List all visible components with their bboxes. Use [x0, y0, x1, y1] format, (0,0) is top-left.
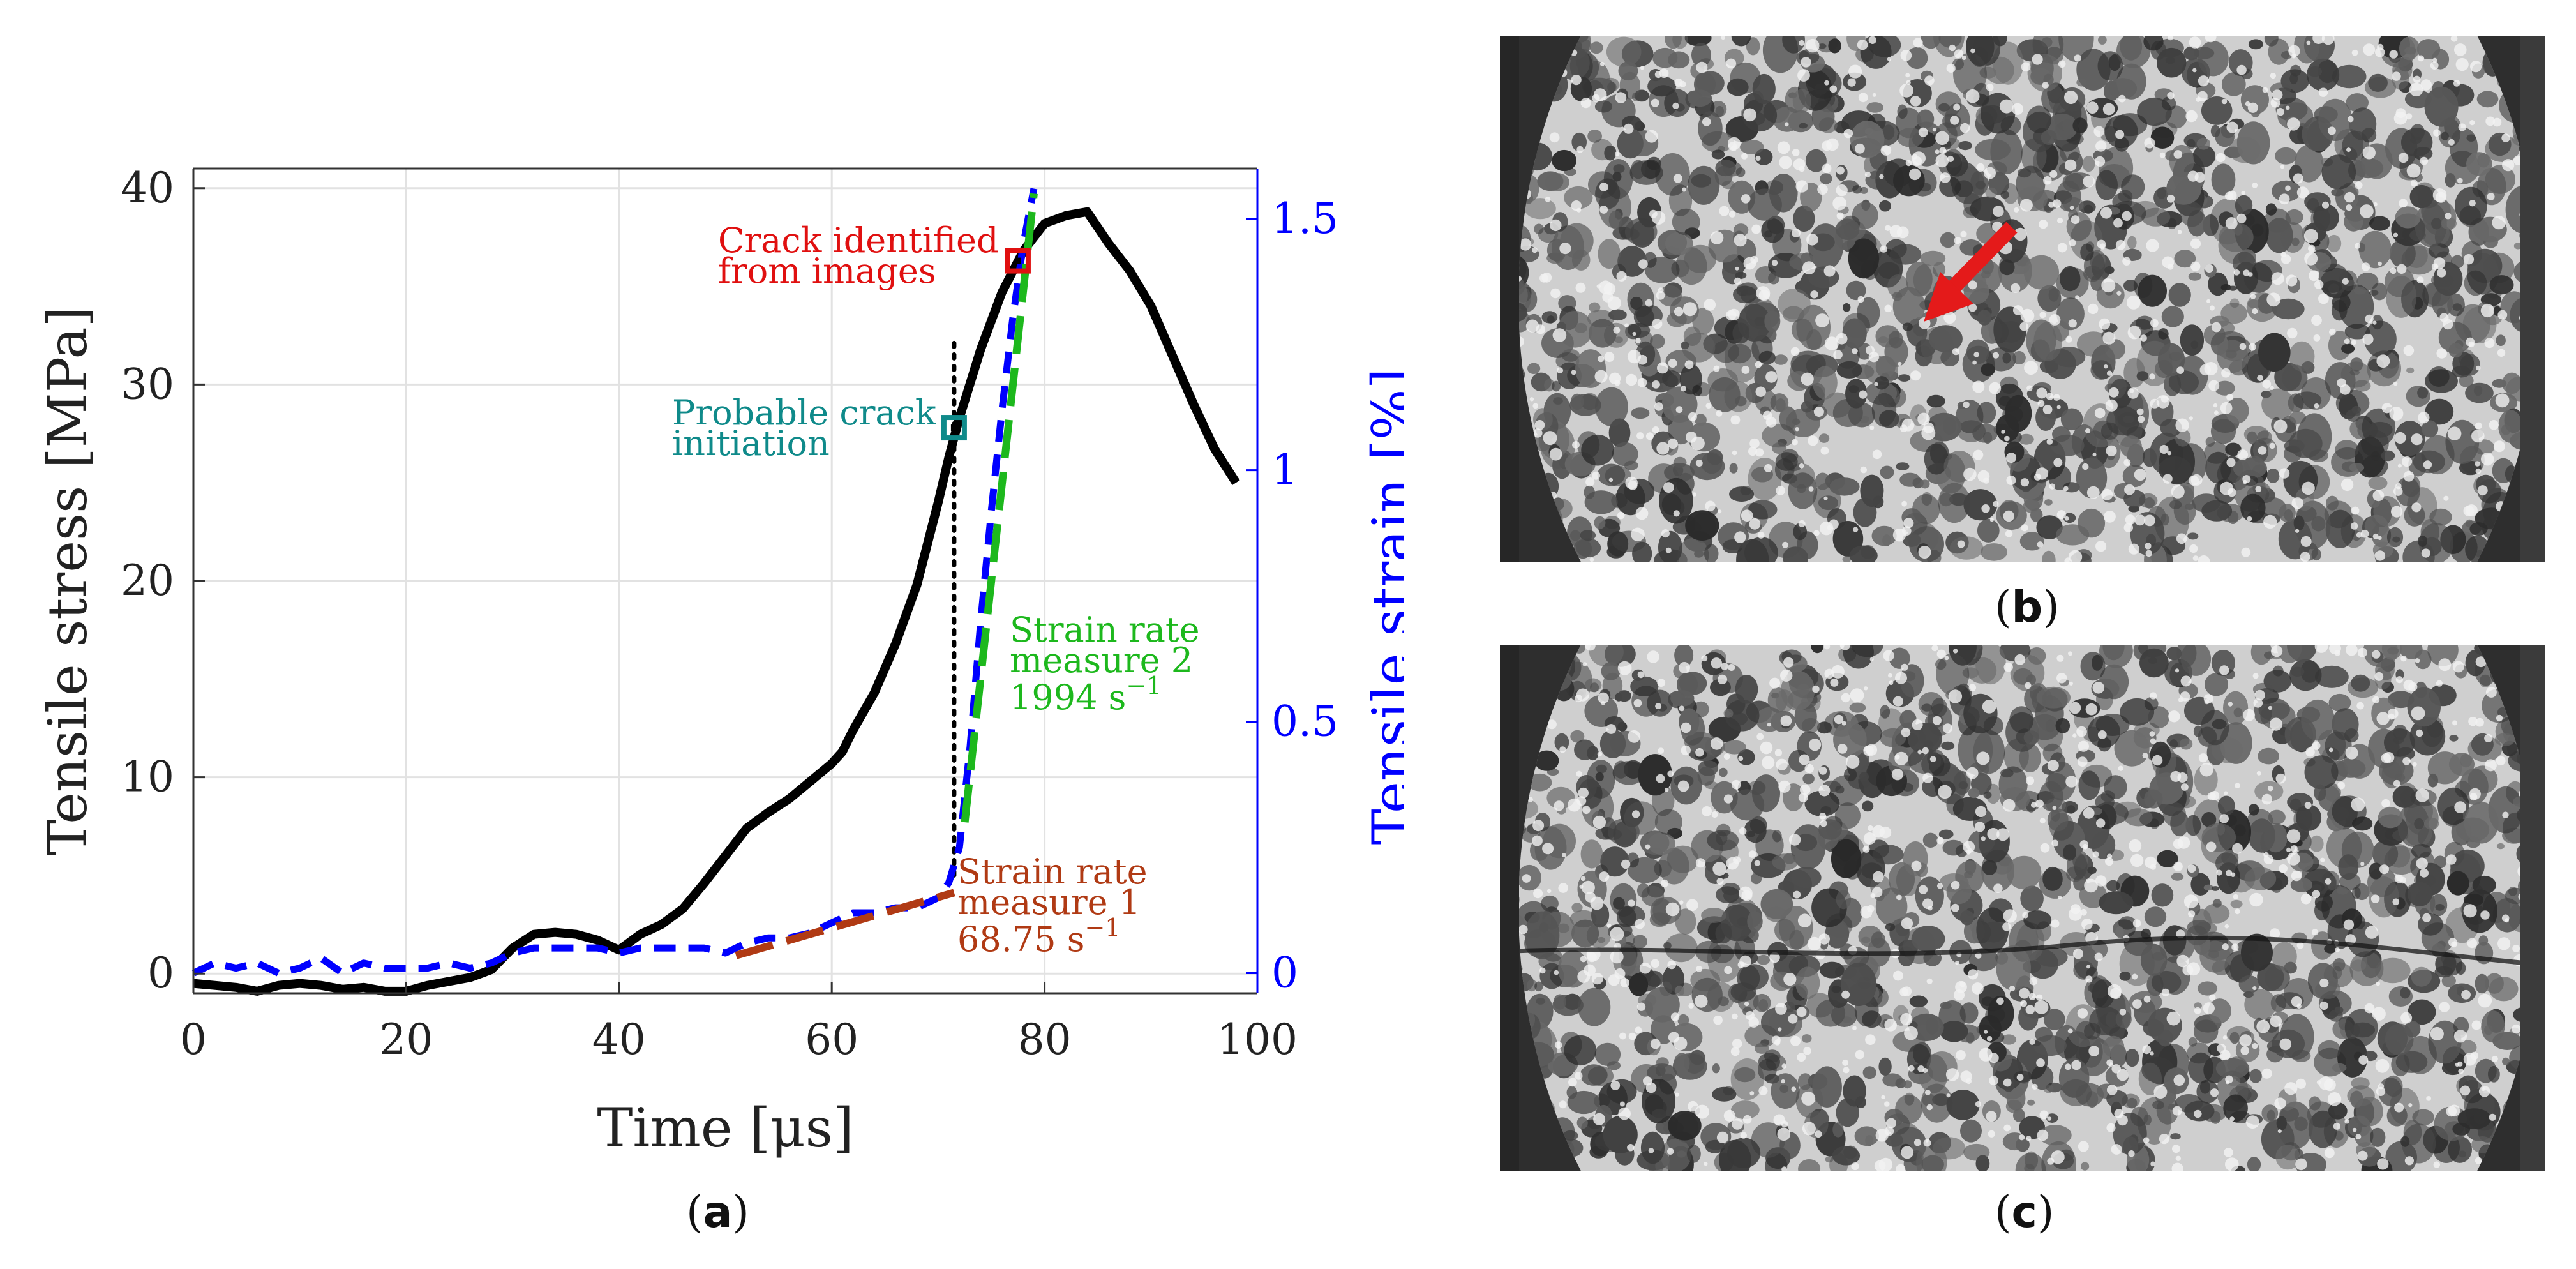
probable-initiation-marker [941, 415, 967, 441]
annotation-crack-line: Crack identified [718, 220, 999, 260]
panel-label-b: (b) [1995, 582, 2060, 633]
series-line-3 [961, 193, 1038, 823]
series-line-1 [191, 188, 1038, 977]
y-right-tick-label: 0 [1271, 948, 1298, 997]
x-tick-label: 0 [180, 1015, 207, 1064]
probable-initiation-marker-dot [950, 424, 957, 432]
x-tick-label: 40 [592, 1015, 646, 1064]
y-left-axis-label: Tensile stress [MPa] [36, 306, 99, 856]
annotation-rate1-line: Strain rate [957, 852, 1148, 892]
x-tick-label: 20 [379, 1015, 433, 1064]
axes [192, 167, 1259, 995]
crack-line [1518, 935, 2535, 966]
speckle-pattern [1518, 645, 2540, 1171]
crack-identified-marker [1005, 248, 1031, 274]
y-right-tick-label: 0.5 [1271, 697, 1338, 746]
annotation-crack-line: from images [718, 251, 936, 291]
annotation-rate1-line: measure 1 [957, 882, 1141, 922]
speckle-pattern [1518, 36, 2540, 562]
annotation-rate1-exponent: −1 [1084, 913, 1120, 942]
panel-label-a: (a) [686, 1187, 749, 1238]
y-left-tick-label: 40 [121, 163, 174, 213]
y-left-tick-label: 20 [121, 556, 174, 605]
annotation-rate2-line: 1994 s−1 [1010, 672, 1162, 717]
tick-labels: 0 20 40 60 80 100 0 10 20 30 40 0 0.5 1 1.5 Time [μs] Te… [36, 163, 1404, 1159]
x-tick-label: 80 [1018, 1015, 1072, 1064]
annotation-rate2-line: measure 2 [1010, 640, 1193, 680]
annotation-rate2-line: Strain rate [1010, 610, 1200, 650]
y-right-axis-label: Tensile strain [%] [1361, 368, 1404, 845]
micrograph-after [1500, 645, 2545, 1171]
panel-label-c: (c) [1995, 1187, 2055, 1238]
y-left-tick-label: 0 [147, 949, 174, 998]
annotation-rate2-exponent: −1 [1126, 672, 1162, 700]
series-line-2 [735, 889, 955, 959]
y-right-tick-label: 1 [1271, 446, 1298, 495]
markers [941, 248, 1031, 441]
red-arrow-shaft [1941, 222, 2018, 300]
micrograph-before [1500, 36, 2545, 562]
annotation-initiation-line: Probable crack [672, 393, 937, 433]
annotation-initiation-line: initiation [672, 423, 830, 463]
x-axis-label: Time [μs] [597, 1097, 853, 1159]
y-left-tick-label: 10 [121, 753, 174, 802]
x-tick-label: 60 [805, 1015, 858, 1064]
series-line-0 [193, 207, 1240, 996]
crack-identified-marker-dot [1014, 257, 1021, 264]
y-left-tick-label: 30 [121, 359, 174, 409]
red-arrow-head [1924, 272, 1973, 322]
y-right-tick-label: 1.5 [1271, 194, 1338, 243]
stress-strain-chart: 0 20 40 60 80 100 0 10 20 30 40 0 0.5 1 1.5 Time [μs] Te… [36, 163, 1404, 1159]
x-tick-label: 100 [1217, 1015, 1298, 1064]
